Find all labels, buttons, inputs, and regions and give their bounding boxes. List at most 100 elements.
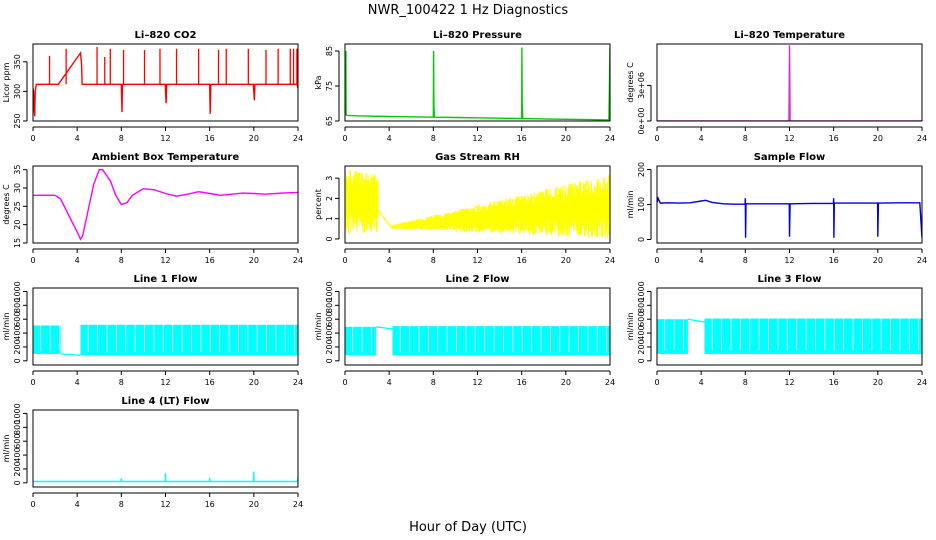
x-tick-label: 0 — [342, 134, 347, 143]
x-tick-label: 16 — [829, 134, 839, 143]
series-line-0 — [33, 471, 298, 483]
panel-ambient: Ambient Box Temperature degrees C 0 4 8 12 16 2… — [2, 152, 303, 265]
figure-title: NWR_100422 1 Hz Diagnostics — [368, 3, 569, 18]
x-tick-label: 20 — [249, 378, 259, 387]
x-tick-label: 16 — [517, 378, 527, 387]
x-tick-label: 0 — [342, 378, 347, 387]
data-layer — [657, 318, 922, 354]
plot-frame — [344, 165, 611, 244]
panel-pressure: Li–820 Pressure kPa 0 4 8 12 16 20 24 65 75 85 — [314, 30, 615, 143]
x-tick-label: 20 — [249, 256, 259, 265]
y-tick-label: 200 — [325, 339, 334, 354]
x-tick-label: 8 — [119, 500, 124, 509]
data-layer — [33, 168, 298, 241]
x-tick-label: 16 — [829, 378, 839, 387]
panel-title: Li–820 Temperature — [734, 30, 845, 41]
y-tick-label: 800 — [637, 298, 646, 313]
plot-frame — [656, 287, 923, 366]
y-tick-label: 1 — [325, 216, 334, 221]
x-tick-label: 16 — [517, 134, 527, 143]
y-tick-label: 85 — [325, 46, 334, 56]
y-tick-label: 25 — [13, 201, 22, 211]
y-tick-label: 1000 — [13, 281, 22, 301]
plot-frame — [32, 165, 299, 244]
x-tick-label: 4 — [387, 134, 392, 143]
y-tick-label: 2 — [325, 196, 334, 201]
x-tick-label: 20 — [873, 256, 883, 265]
panel-co2: Li–820 CO2 Licor ppm 0 4 8 12 16 20 24 250 300 350 — [2, 30, 303, 143]
x-tick-label: 24 — [293, 256, 303, 265]
y-tick-label: 400 — [13, 325, 22, 340]
x-tick-label: 4 — [699, 134, 704, 143]
series-line-0 — [33, 168, 298, 241]
y-tick-label: 0e+00 — [637, 108, 646, 135]
x-tick-label: 16 — [205, 378, 215, 387]
x-tick-label: 16 — [829, 256, 839, 265]
panel-title: Line 2 Flow — [446, 274, 510, 285]
data-layer — [657, 196, 922, 238]
y-axis-label: ml/min — [626, 313, 635, 341]
x-tick-label: 8 — [743, 256, 748, 265]
x-tick-label: 20 — [561, 134, 571, 143]
x-tick-label: 8 — [119, 378, 124, 387]
x-tick-label: 16 — [205, 256, 215, 265]
x-tick-label: 24 — [917, 134, 927, 143]
plot-frame — [656, 165, 923, 244]
y-tick-label: 20 — [13, 220, 22, 230]
x-tick-label: 12 — [784, 256, 794, 265]
panel-line4: Line 4 (LT) Flow ml/min 0 4 8 12 16 20 24 0 200400… — [2, 396, 303, 509]
y-tick-label: 400 — [637, 325, 646, 340]
panel-sample_flow: Sample Flow ml/min 0 4 8 12 16 20 24 0 100 200 — [626, 152, 927, 265]
y-tick-label: 200 — [13, 461, 22, 476]
x-tick-label: 0 — [654, 134, 659, 143]
x-tick-label: 12 — [160, 256, 170, 265]
x-tick-label: 4 — [75, 256, 80, 265]
series-line-0 — [345, 47, 610, 121]
flow-connector — [60, 353, 81, 356]
x-tick-label: 0 — [30, 134, 35, 143]
series-line-0 — [657, 45, 922, 121]
y-axis-label: percent — [314, 189, 323, 220]
x-tick-label: 4 — [387, 378, 392, 387]
plot-frame — [32, 43, 299, 122]
x-tick-label: 24 — [917, 378, 927, 387]
x-tick-label: 8 — [431, 134, 436, 143]
plot-frame — [344, 43, 611, 122]
flow-band-1 — [704, 318, 922, 354]
x-tick-label: 20 — [561, 378, 571, 387]
x-tick-label: 8 — [743, 378, 748, 387]
x-tick-label: 20 — [249, 500, 259, 509]
x-tick-label: 0 — [30, 256, 35, 265]
y-tick-label: 0 — [325, 236, 334, 241]
x-tick-label: 8 — [431, 256, 436, 265]
x-tick-label: 12 — [160, 378, 170, 387]
y-tick-label: 800 — [325, 298, 334, 313]
data-layer — [345, 169, 610, 239]
y-axis-label: degrees C — [626, 62, 635, 103]
panel-line1: Line 1 Flow ml/min 0 4 8 12 16 20 24 0 20040060080… — [2, 274, 303, 387]
data-layer — [657, 45, 922, 121]
y-tick-label: 30 — [13, 183, 22, 193]
x-tick-label: 24 — [293, 134, 303, 143]
x-tick-label: 12 — [160, 134, 170, 143]
x-tick-label: 0 — [30, 378, 35, 387]
y-axis-label: Licor ppm — [2, 62, 11, 102]
y-tick-label: 15 — [13, 238, 22, 248]
y-tick-label: 0 — [13, 358, 22, 363]
x-tick-label: 16 — [205, 500, 215, 509]
y-tick-label: 65 — [325, 116, 334, 126]
y-tick-label: 250 — [13, 113, 22, 128]
flow-connector — [687, 318, 705, 323]
y-tick-label: 100 — [637, 197, 646, 212]
panel-title: Line 1 Flow — [134, 274, 198, 285]
y-tick-label: 200 — [637, 339, 646, 354]
y-tick-label: 600 — [13, 312, 22, 327]
flow-connector — [375, 326, 393, 330]
panel-title: Line 4 (LT) Flow — [121, 396, 209, 407]
x-tick-label: 0 — [342, 256, 347, 265]
panel-title: Li–820 CO2 — [135, 30, 197, 41]
y-tick-label: 600 — [325, 312, 334, 327]
y-tick-label: 0 — [637, 358, 646, 363]
